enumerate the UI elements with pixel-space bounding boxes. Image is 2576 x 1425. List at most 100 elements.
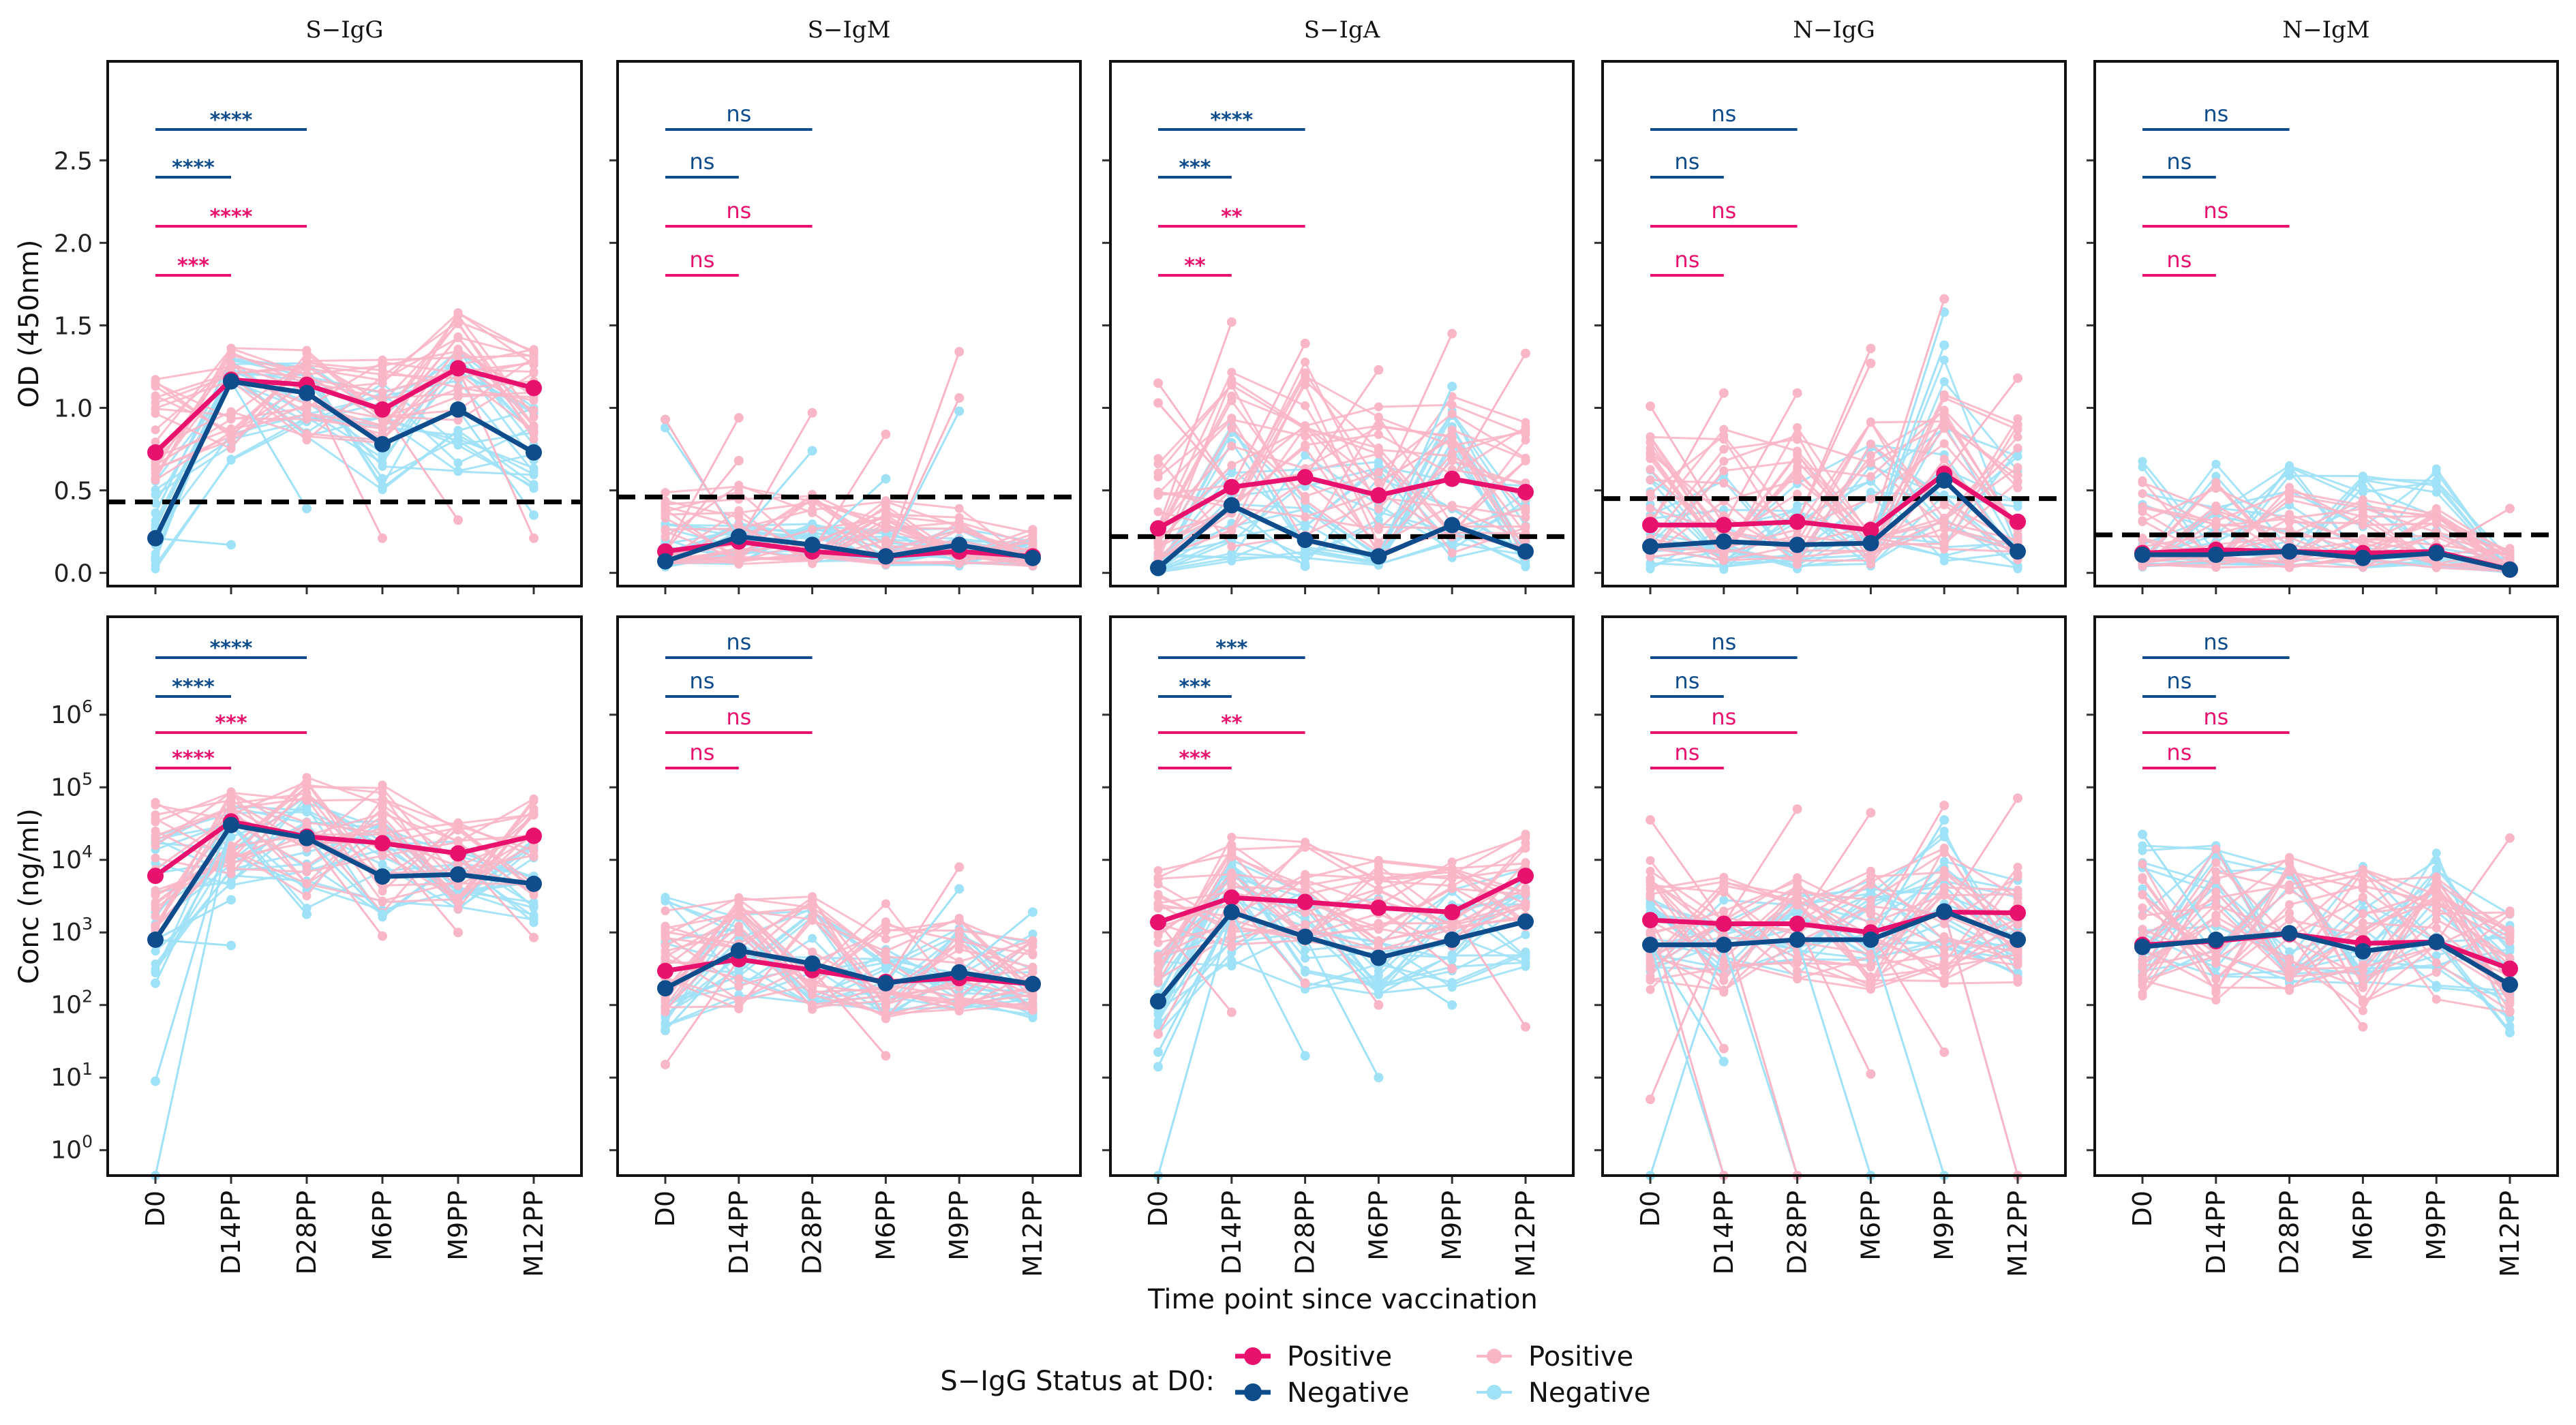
outlier-line <box>457 367 535 539</box>
outlier-line <box>230 824 308 915</box>
individual-line <box>1649 438 2018 547</box>
y-tick-label: 0.0 <box>54 560 93 588</box>
y-tick-base: 10 <box>50 1064 82 1092</box>
individual-line <box>664 910 1033 1024</box>
individual-point <box>1227 396 1237 405</box>
individual-point <box>1521 883 1530 893</box>
individual-point <box>2358 972 2367 982</box>
individual-point <box>1939 420 1949 430</box>
positive-mean-point <box>2010 513 2026 530</box>
individual-point <box>529 429 539 438</box>
x-tick-label: M9PP <box>944 1191 974 1261</box>
individual-point <box>808 915 817 924</box>
outlier-point <box>226 940 236 951</box>
individual-point <box>2138 903 2147 913</box>
panel-frame <box>1109 60 1575 587</box>
negative-mean-point <box>147 931 164 948</box>
negative-mean-point <box>804 955 821 972</box>
individual-line <box>2141 868 2511 977</box>
negative-mean-point <box>1297 532 1314 549</box>
individual-point <box>1374 412 1383 422</box>
negative-mean-point <box>951 536 968 553</box>
x-tick-label: D14PP <box>1217 1191 1247 1274</box>
positive-mean-point <box>1150 914 1166 931</box>
outlier-line <box>154 824 232 984</box>
individual-point <box>1939 827 1949 836</box>
negative-mean-point <box>2207 547 2224 563</box>
individual-point <box>661 941 670 950</box>
outlier-line <box>1796 363 1872 523</box>
individual-point <box>1939 977 1949 985</box>
outlier-point <box>1300 1051 1310 1061</box>
individual-point <box>2138 476 2147 485</box>
individual-point <box>734 926 744 936</box>
outlier-point <box>1792 804 1802 814</box>
individual-point <box>2211 902 2221 911</box>
outlier-point <box>1153 378 1163 388</box>
individual-point <box>1866 555 1875 565</box>
positive-mean-point <box>1223 478 1240 495</box>
individual-point <box>1646 885 1655 894</box>
individual-point <box>1227 942 1237 951</box>
individual-point <box>2013 950 2022 960</box>
individual-point <box>2013 977 2022 987</box>
outlier-line <box>1304 369 1380 478</box>
positive-mean-line <box>1650 909 2018 935</box>
individual-line <box>665 500 1033 562</box>
individual-point <box>1028 538 1037 547</box>
outlier-line <box>1157 382 1233 488</box>
significance-label: *** <box>215 711 247 735</box>
individual-point <box>1374 936 1383 945</box>
outlier-line <box>1230 343 1306 488</box>
individual-line <box>2141 861 2511 979</box>
individual-point <box>1866 417 1875 427</box>
x-tick-label: M6PP <box>870 1191 900 1261</box>
individual-point <box>661 510 670 519</box>
individual-line <box>2141 890 2511 994</box>
outlier-line <box>1451 352 1527 480</box>
individual-point <box>1301 357 1310 367</box>
outlier-line <box>1869 298 1945 531</box>
individual-point <box>302 356 312 366</box>
positive-mean-point <box>1150 520 1166 537</box>
y-tick-exponent: 4 <box>82 842 93 861</box>
individual-point <box>1719 457 1729 466</box>
individual-point <box>2505 550 2515 560</box>
individual-point <box>2138 846 2147 855</box>
individual-point <box>2285 461 2294 470</box>
individual-point <box>529 412 539 422</box>
outlier-line <box>738 450 813 538</box>
individual-point <box>453 895 463 904</box>
individual-point <box>1793 476 1802 485</box>
individual-point <box>1028 530 1037 539</box>
outlier-point <box>1718 1056 1729 1067</box>
individual-point <box>734 552 744 562</box>
individual-point <box>1646 493 1655 502</box>
individual-line <box>1650 879 2018 951</box>
individual-point <box>2013 483 2022 493</box>
outlier-line <box>1943 912 2019 1176</box>
individual-point <box>151 508 160 517</box>
individual-point <box>2211 867 2221 876</box>
outlier-line <box>1157 322 1233 529</box>
individual-point <box>453 416 463 425</box>
individual-line <box>1650 414 2019 553</box>
individual-point <box>1153 472 1163 482</box>
individual-point <box>1227 375 1237 384</box>
outlier-point <box>661 1026 670 1036</box>
individual-point <box>1447 548 1457 557</box>
individual-point <box>1374 868 1383 877</box>
individual-point <box>453 458 463 468</box>
individual-line <box>1650 869 2018 986</box>
positive-mean-point <box>1715 517 1732 534</box>
individual-point <box>2211 472 2221 481</box>
individual-line <box>154 792 535 917</box>
significance-label: ns <box>1711 629 1736 655</box>
individual-point <box>1939 455 1949 464</box>
individual-point <box>1301 371 1310 381</box>
individual-point <box>1447 502 1457 512</box>
individual-point <box>1447 433 1457 442</box>
individual-point <box>1939 950 1949 960</box>
negative-mean-point <box>1223 497 1240 514</box>
individual-point <box>2431 476 2441 486</box>
